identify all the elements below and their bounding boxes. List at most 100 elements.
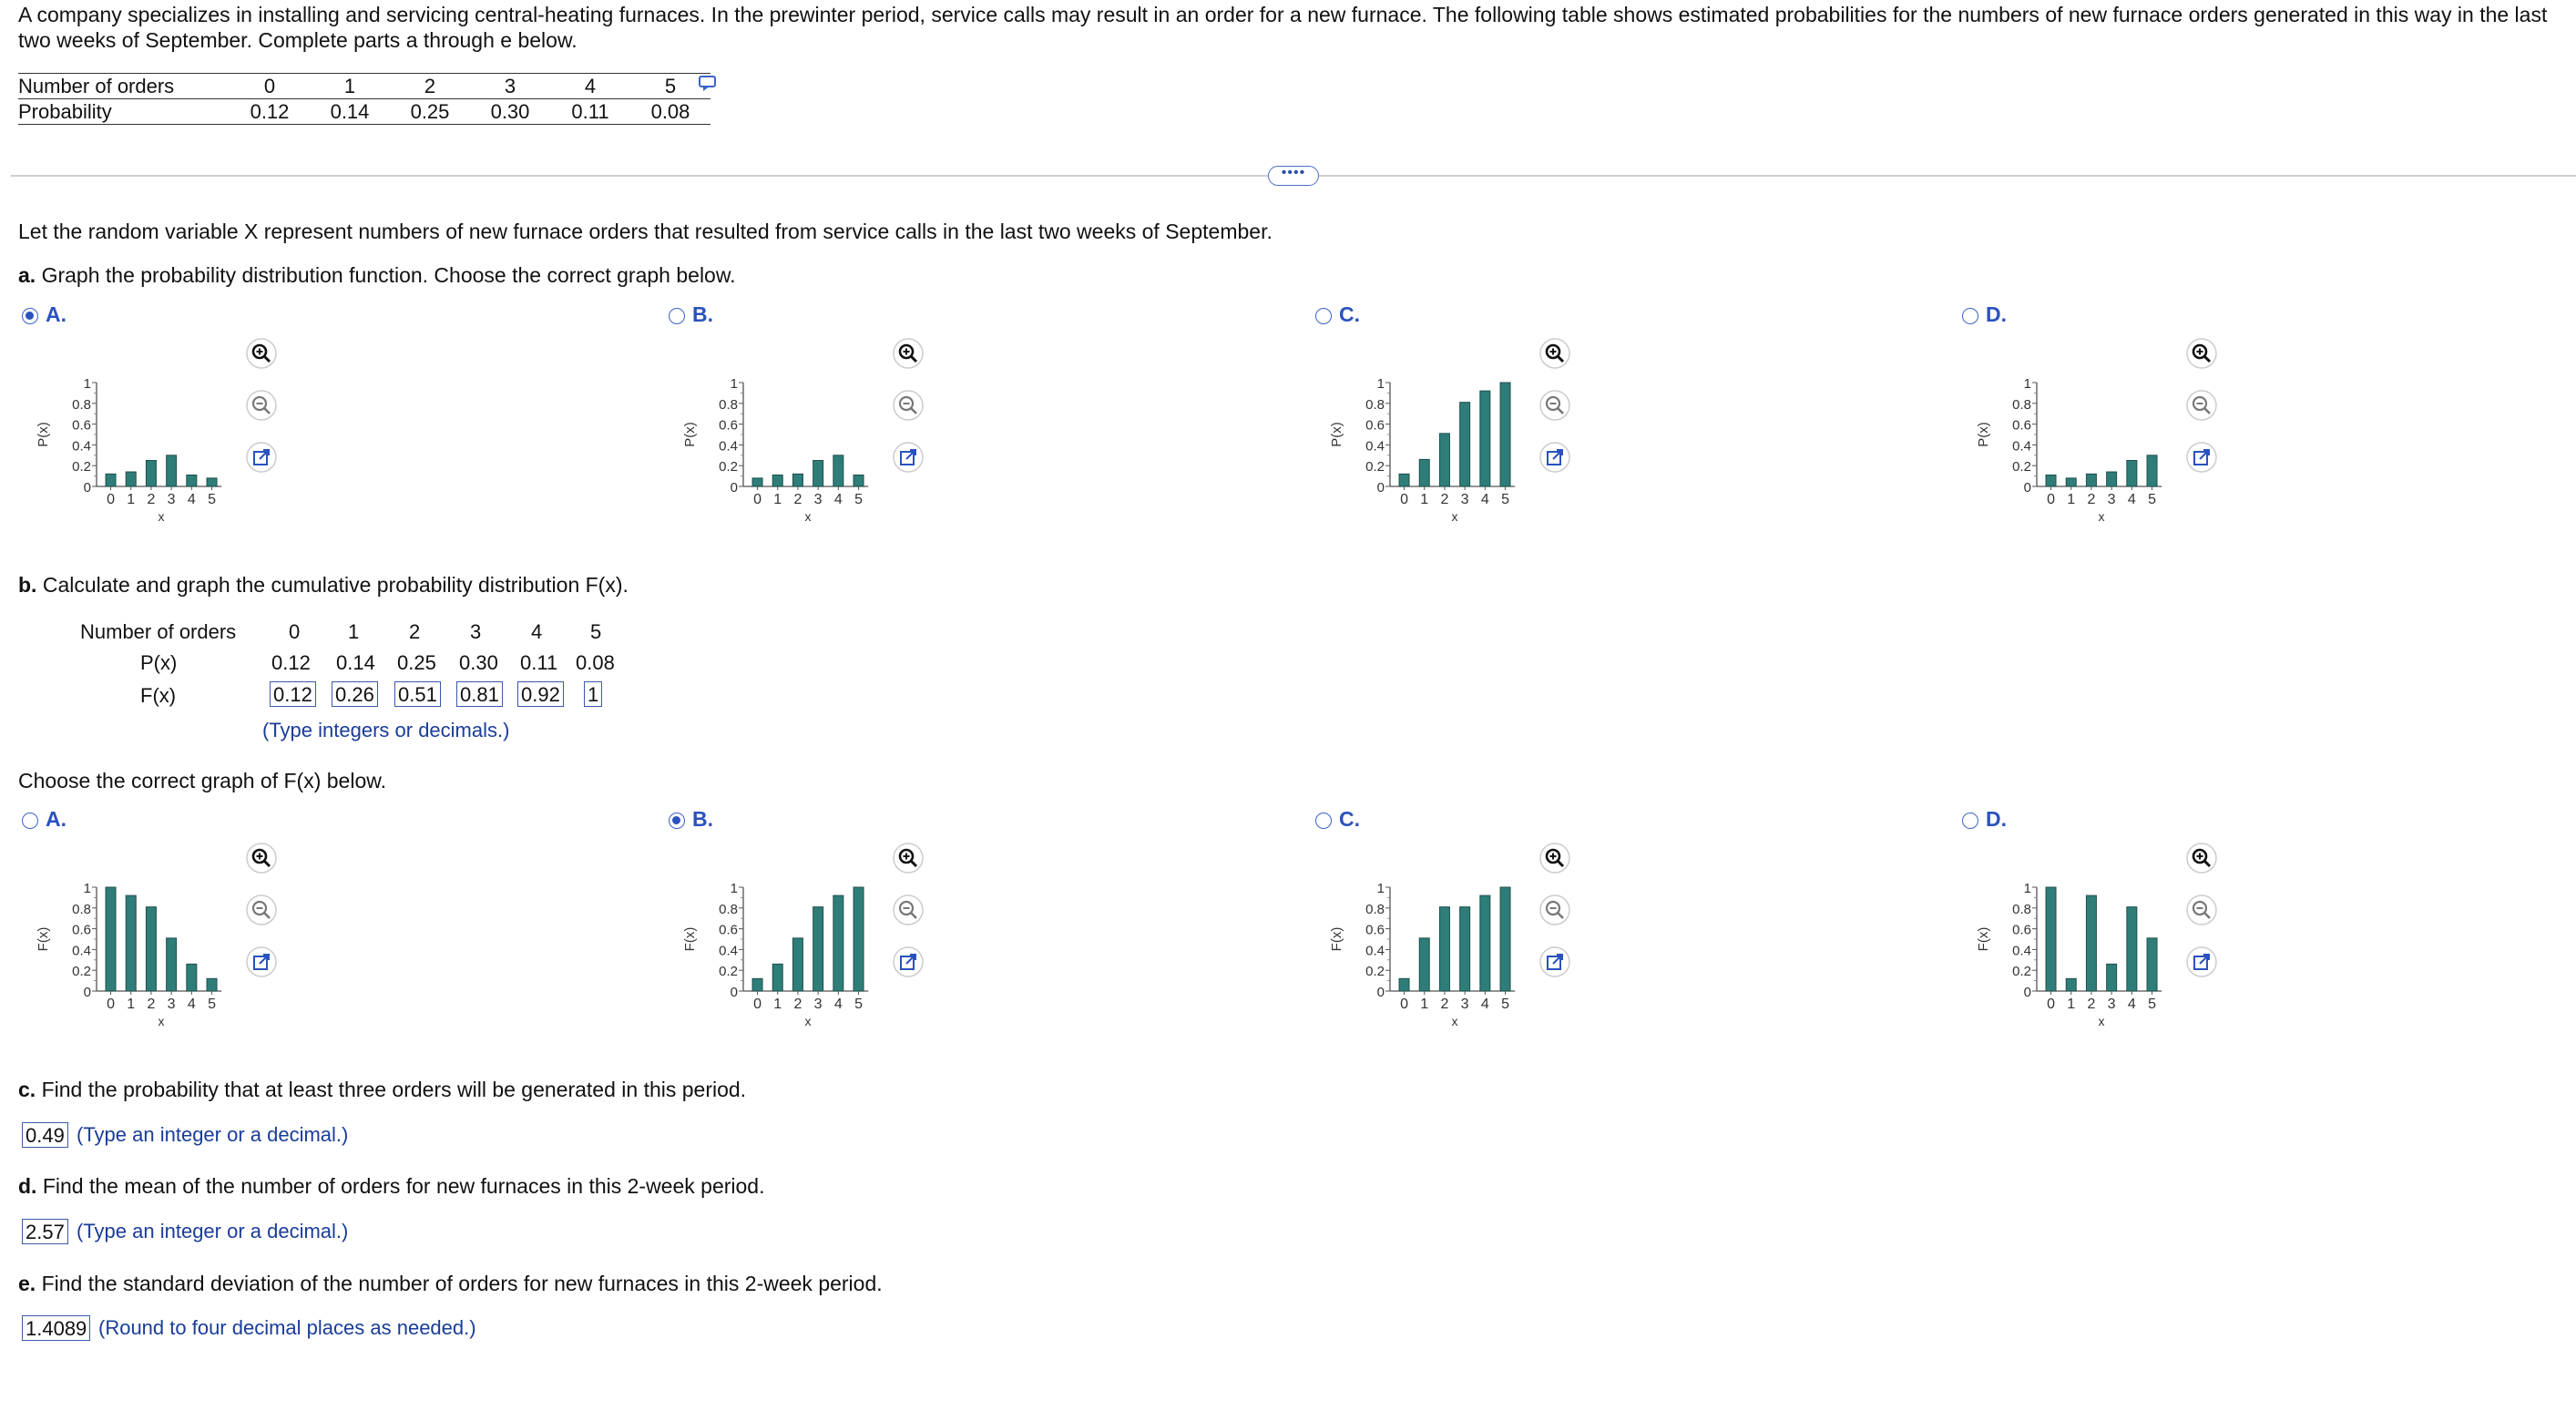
bar [2065, 477, 2077, 487]
part-e-answer-input[interactable]: 1.4089 [22, 1315, 91, 1341]
part-b-option-c[interactable]: C. [1315, 807, 1360, 832]
zoom-out-icon[interactable] [1538, 389, 1571, 422]
bar [105, 473, 117, 487]
y-axis-label: F(x) [1329, 927, 1344, 952]
radio-selected-icon[interactable] [22, 308, 38, 324]
radio-icon[interactable] [22, 813, 38, 829]
zoom-out-icon[interactable] [2185, 389, 2218, 422]
x-tick-label: 5 [208, 997, 216, 1012]
pop-out-icon[interactable] [892, 441, 925, 474]
x-tick-label: 0 [107, 997, 115, 1012]
zoom-out-icon[interactable] [245, 894, 278, 926]
bar [1479, 895, 1491, 992]
bar [145, 906, 157, 992]
bar [2045, 474, 2057, 487]
part-label: a. [18, 263, 36, 287]
chart-b-A: 00.20.40.60.810 1 2 3 4 5xF(x) [36, 881, 222, 1028]
part-a-option-d[interactable]: D. [1962, 302, 2007, 327]
bar [206, 477, 218, 487]
fx-answer-input[interactable]: 0.12 [270, 681, 316, 707]
x-tick-label: 4 [2128, 997, 2136, 1012]
table-cell: 0 [230, 73, 310, 99]
option-label: B. [692, 302, 713, 326]
expand-more-button[interactable]: •••• [1268, 166, 1319, 186]
zoom-in-icon[interactable] [1538, 337, 1571, 370]
pop-out-icon[interactable] [245, 441, 278, 474]
fx-table-order-header: 1 [348, 620, 360, 643]
y-tick-label: 0.6 [1365, 923, 1385, 938]
part-b-option-b[interactable]: B. [669, 807, 713, 832]
pop-out-icon[interactable] [2185, 441, 2218, 474]
part-a-option-a[interactable]: A. [22, 302, 66, 327]
radio-icon[interactable] [1315, 308, 1332, 324]
table-cell: 5 [630, 73, 710, 99]
part-b-option-a[interactable]: A. [22, 807, 66, 832]
zoom-in-icon[interactable] [2185, 337, 2218, 370]
part-a-option-b[interactable]: B. [669, 302, 713, 327]
y-tick-label: 0.8 [72, 397, 91, 413]
zoom-out-icon[interactable] [2185, 894, 2218, 926]
zoom-out-icon[interactable] [1538, 894, 1571, 926]
part-d-text: Find the mean of the number of orders fo… [36, 1174, 765, 1198]
y-axis-label: P(x) [36, 422, 51, 447]
y-tick-label: 0.8 [2012, 902, 2031, 917]
zoom-in-icon[interactable] [1538, 842, 1571, 874]
bar [125, 471, 137, 487]
x-axis-label: x [2099, 509, 2105, 524]
x-tick-label: 5 [854, 492, 863, 507]
radio-icon[interactable] [1962, 813, 1978, 829]
table-cell: 4 [550, 73, 630, 99]
y-tick-label: 0 [84, 985, 91, 1000]
zoom-out-icon[interactable] [892, 894, 925, 926]
bar [1398, 473, 1410, 487]
table-cell: 0.12 [230, 98, 310, 125]
pop-out-icon[interactable] [1538, 441, 1571, 474]
x-axis-label: x [158, 509, 165, 524]
fx-answer-input[interactable]: 0.81 [456, 681, 503, 707]
fx-table-px-cell: 0.14 [336, 651, 375, 674]
pop-out-icon[interactable] [892, 946, 925, 978]
pop-out-icon[interactable] [245, 946, 278, 978]
y-axis-label: P(x) [1976, 422, 1991, 447]
zoom-in-icon[interactable] [245, 842, 278, 874]
random-variable-text: Let the random variable X represent numb… [18, 220, 1273, 243]
zoom-out-icon[interactable] [245, 389, 278, 422]
bar [792, 473, 803, 487]
option-label: C. [1339, 302, 1360, 326]
table-cell: 0.14 [310, 98, 390, 125]
pop-out-icon[interactable] [1538, 946, 1571, 978]
radio-icon[interactable] [1962, 308, 1978, 324]
fx-answer-input[interactable]: 0.92 [517, 681, 564, 707]
y-axis-label: F(x) [682, 927, 698, 952]
part-a-option-c[interactable]: C. [1315, 302, 1360, 327]
x-tick-label: 0 [2047, 492, 2055, 507]
y-tick-label: 0.4 [2012, 438, 2031, 454]
copy-table-icon[interactable] [698, 75, 718, 91]
fx-answer-input[interactable]: 1 [584, 681, 603, 707]
radio-icon[interactable] [669, 308, 685, 324]
zoom-in-icon[interactable] [892, 842, 925, 874]
radio-selected-icon[interactable] [669, 813, 685, 829]
zoom-in-icon[interactable] [245, 337, 278, 370]
y-tick-label: 0.8 [1365, 902, 1385, 917]
zoom-in-icon[interactable] [892, 337, 925, 370]
bar [2106, 963, 2118, 992]
part-c-answer-input[interactable]: 0.49 [22, 1122, 68, 1148]
part-b-option-d[interactable]: D. [1962, 807, 2007, 832]
fx-answer-input[interactable]: 0.26 [332, 681, 378, 707]
y-tick-label: 0.6 [72, 418, 91, 434]
x-tick-label: 3 [1461, 997, 1469, 1012]
y-tick-label: 0 [2024, 985, 2031, 1000]
bar [1459, 906, 1471, 992]
radio-icon[interactable] [1315, 813, 1332, 829]
pop-out-icon[interactable] [2185, 946, 2218, 978]
option-label: C. [1339, 807, 1360, 831]
y-tick-label: 1 [84, 881, 91, 896]
y-axis-label: F(x) [36, 927, 51, 952]
x-tick-label: 0 [1400, 997, 1408, 1012]
fx-answer-input[interactable]: 0.51 [394, 681, 441, 707]
part-d-answer-input[interactable]: 2.57 [22, 1219, 68, 1244]
zoom-out-icon[interactable] [892, 389, 925, 422]
bar [751, 977, 763, 992]
zoom-in-icon[interactable] [2185, 842, 2218, 874]
